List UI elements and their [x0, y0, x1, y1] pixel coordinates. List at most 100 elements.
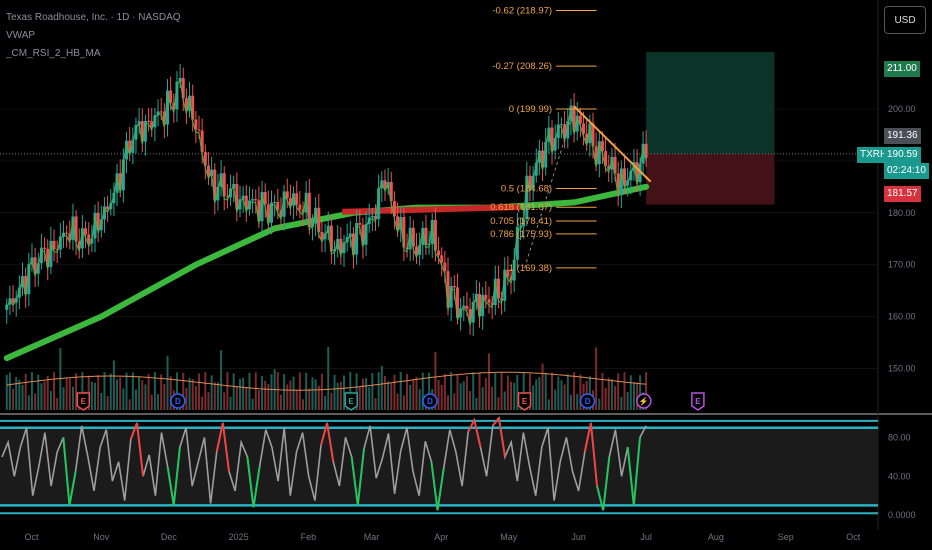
- candle: [582, 111, 586, 146]
- x-axis-tick: Oct: [846, 532, 861, 542]
- candle-body: [623, 168, 627, 186]
- event-marker-circle: [636, 393, 652, 409]
- fib-level-label: 0.5 (184.68): [501, 183, 552, 194]
- osc-overbought-segment: [135, 422, 145, 477]
- volume-bar: [235, 386, 238, 410]
- rsi-oscillator: [0, 416, 878, 515]
- candle-body: [159, 111, 163, 113]
- volume-bar: [324, 396, 327, 410]
- candle: [298, 191, 302, 219]
- candle-body: [607, 165, 611, 170]
- candle: [440, 247, 444, 277]
- candle-body: [65, 232, 69, 234]
- candle: [377, 174, 381, 227]
- candle: [153, 107, 157, 142]
- candle-body: [534, 162, 538, 176]
- candle-body: [257, 200, 261, 222]
- volume-bar: [27, 395, 30, 410]
- fib-level-label: 0.618 (181.07): [490, 202, 552, 213]
- candle-body: [465, 305, 469, 310]
- currency-button[interactable]: USD: [884, 6, 926, 34]
- candle-body: [172, 102, 176, 110]
- volume-bar: [298, 372, 301, 410]
- candle-body: [537, 150, 541, 163]
- volume-bar: [15, 376, 18, 410]
- candle-body: [569, 105, 573, 122]
- event-marker: E: [344, 392, 358, 411]
- symbol-tag: TXRH: [857, 147, 891, 163]
- candle-body: [279, 210, 283, 217]
- candles[interactable]: [5, 63, 652, 337]
- event-markers[interactable]: E D E D E D ⚡ E: [76, 392, 705, 411]
- volume-bar: [248, 372, 251, 410]
- x-axis-tick: Jun: [571, 532, 586, 542]
- volume-bar: [538, 377, 541, 410]
- volume-bar: [491, 386, 494, 410]
- candle: [563, 111, 567, 149]
- y-axis-tick: 180.00: [888, 208, 916, 218]
- volume-bar: [40, 383, 43, 410]
- indicator-rsi-label[interactable]: _CM_RSI_2_HB_MA: [6, 48, 101, 59]
- volume-bar: [147, 374, 150, 410]
- candle: [77, 228, 81, 259]
- candle-body: [553, 138, 557, 151]
- candle-body: [613, 156, 617, 174]
- candle-body: [11, 298, 15, 303]
- volume-bar: [361, 378, 364, 410]
- candle: [203, 144, 207, 180]
- volume-bar: [623, 372, 626, 410]
- candle-body: [27, 264, 31, 295]
- fib-level-label: -0.27 (208.26): [492, 61, 552, 72]
- stop-price-tag: 181.57: [884, 186, 921, 202]
- volume-bar: [264, 380, 267, 410]
- candle: [156, 99, 160, 127]
- candle-body: [39, 247, 43, 264]
- candle-body: [594, 146, 598, 165]
- volume-bar: [242, 377, 245, 410]
- volume-bar: [330, 392, 333, 410]
- candle-body: [588, 123, 592, 144]
- volume-bar: [276, 372, 279, 410]
- volume-bar: [308, 388, 311, 410]
- osc-oversold-segment: [166, 466, 175, 506]
- candle-body: [99, 219, 103, 231]
- event-marker: E: [76, 392, 91, 411]
- volume-bar: [141, 380, 144, 410]
- volume-bar: [645, 372, 648, 410]
- candle-body: [408, 227, 412, 250]
- candle: [629, 163, 633, 195]
- candle-body: [452, 285, 456, 288]
- y-axis-tick: 160.00: [888, 312, 916, 322]
- osc-overbought-segment: [467, 419, 476, 433]
- volume-bar: [198, 373, 201, 410]
- volume-bar: [216, 382, 219, 410]
- fib-level-label: 0.786 (175.93): [490, 229, 552, 240]
- volume-bar: [254, 372, 257, 410]
- event-marker: E: [691, 392, 705, 411]
- candle-body: [604, 151, 608, 166]
- volume-bar: [327, 347, 330, 410]
- osc-overbought-segment: [215, 422, 224, 453]
- volume-bar: [554, 389, 557, 410]
- candle: [478, 282, 482, 328]
- candle-body: [616, 173, 620, 195]
- volume-bar: [557, 376, 560, 410]
- volume-bar: [302, 399, 305, 410]
- osc-oversold-segment: [350, 456, 359, 506]
- candle: [314, 197, 318, 237]
- candle: [244, 185, 248, 222]
- candle-body: [131, 139, 135, 153]
- indicator-vwap-label[interactable]: VWAP: [6, 30, 36, 41]
- candle-body: [541, 150, 545, 168]
- candle: [515, 212, 519, 268]
- volume-bar: [185, 387, 188, 410]
- fibonacci-retracement[interactable]: -0.62 (218.97) -0.27 (208.26) 0 (199.99) 0.…: [490, 6, 597, 274]
- volume-bar: [598, 398, 601, 410]
- candle-body: [544, 141, 548, 168]
- candle: [254, 189, 258, 214]
- candle-body: [93, 212, 97, 239]
- candle: [147, 108, 151, 132]
- candle-body: [118, 173, 122, 191]
- candle: [525, 161, 529, 226]
